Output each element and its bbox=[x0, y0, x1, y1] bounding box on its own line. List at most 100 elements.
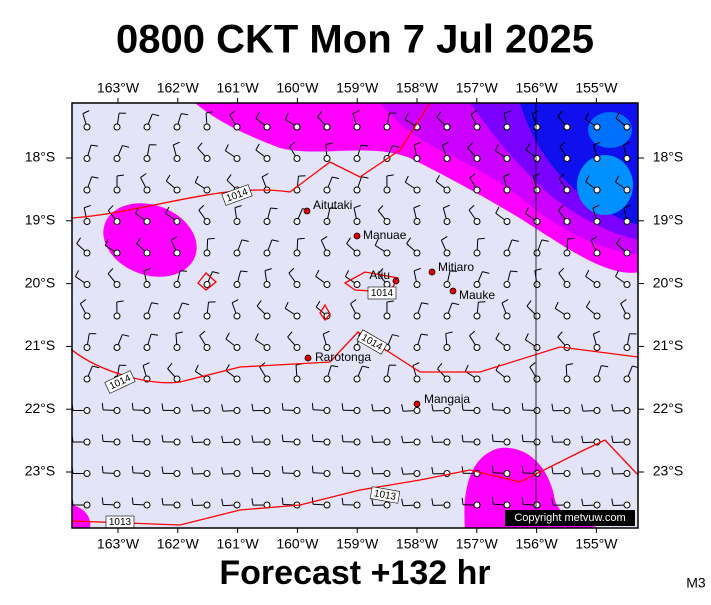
barb-station bbox=[564, 376, 570, 382]
barb-station bbox=[174, 439, 180, 445]
barb-station bbox=[414, 408, 420, 414]
barb-station bbox=[204, 376, 210, 382]
barb-flag bbox=[492, 497, 493, 504]
barb-station bbox=[414, 187, 420, 193]
barb-station bbox=[114, 471, 120, 477]
barb-station bbox=[234, 502, 240, 508]
barb-station bbox=[534, 250, 540, 256]
barb-station bbox=[294, 282, 300, 288]
barb-station bbox=[384, 376, 390, 382]
barb-station bbox=[234, 376, 240, 382]
barb-station bbox=[354, 439, 360, 445]
place-name: Aitutaki bbox=[313, 198, 352, 212]
copyright: Copyright metvuw.com bbox=[514, 512, 625, 524]
barb-station bbox=[234, 471, 240, 477]
barb-station bbox=[444, 502, 450, 508]
barb-station bbox=[114, 124, 120, 130]
barb-station bbox=[84, 313, 90, 319]
barb-station bbox=[474, 376, 480, 382]
barb-station bbox=[264, 439, 270, 445]
lon-label: 163°W bbox=[97, 536, 140, 552]
place-name: Manuae bbox=[363, 228, 407, 242]
barb-station bbox=[234, 282, 240, 288]
barb-station bbox=[324, 376, 330, 382]
lon-label: 163°W bbox=[97, 80, 140, 96]
barb-station bbox=[204, 219, 210, 225]
place-name: Mauke bbox=[459, 288, 495, 302]
barb-station bbox=[264, 219, 270, 225]
barb-station bbox=[414, 156, 420, 162]
map-code: M3 bbox=[686, 575, 706, 591]
lat-label: 22°S bbox=[653, 400, 684, 416]
barb-station bbox=[414, 376, 420, 382]
barb-station bbox=[324, 250, 330, 256]
place-name: Rarotonga bbox=[315, 350, 371, 364]
barb-station bbox=[114, 219, 120, 225]
barb-station bbox=[174, 156, 180, 162]
barb-station bbox=[294, 313, 300, 319]
lat-label: 23°S bbox=[653, 463, 684, 479]
barb-station bbox=[204, 471, 210, 477]
barb-station bbox=[474, 124, 480, 130]
isobar-label: 1013 bbox=[106, 516, 134, 528]
barb-station bbox=[84, 439, 90, 445]
barb-flag bbox=[102, 497, 103, 504]
barb-station bbox=[114, 408, 120, 414]
barb-station bbox=[294, 471, 300, 477]
barb-station bbox=[534, 439, 540, 445]
barb-station bbox=[624, 502, 630, 508]
barb-station bbox=[624, 345, 630, 351]
barb-station bbox=[564, 250, 570, 256]
barb-station bbox=[594, 502, 600, 508]
barb-station bbox=[504, 219, 510, 225]
place-marker bbox=[354, 233, 360, 239]
barb-station bbox=[84, 471, 90, 477]
barb-station bbox=[594, 282, 600, 288]
barb-station bbox=[444, 250, 450, 256]
barb-station bbox=[264, 313, 270, 319]
barb-flag bbox=[132, 403, 133, 410]
barb-flag bbox=[132, 466, 133, 473]
barb-station bbox=[384, 187, 390, 193]
barb-station bbox=[594, 156, 600, 162]
barb-station bbox=[144, 408, 150, 414]
barb-station bbox=[144, 219, 150, 225]
barb-station bbox=[444, 345, 450, 351]
barb-station bbox=[144, 502, 150, 508]
barb-station bbox=[114, 282, 120, 288]
barb-flag bbox=[312, 434, 313, 441]
barb-station bbox=[84, 156, 90, 162]
barb-station bbox=[114, 502, 120, 508]
barb-station bbox=[264, 250, 270, 256]
barb-flag bbox=[478, 238, 485, 239]
lon-label: 155°W bbox=[575, 80, 618, 96]
barb-station bbox=[414, 439, 420, 445]
barb-station bbox=[474, 408, 480, 414]
barb-flag bbox=[312, 466, 313, 473]
barb-station bbox=[534, 219, 540, 225]
barb-station bbox=[564, 313, 570, 319]
barb-station bbox=[204, 187, 210, 193]
barb-station bbox=[444, 376, 450, 382]
barb-station bbox=[414, 313, 420, 319]
barb-station bbox=[144, 439, 150, 445]
barb-station bbox=[624, 408, 630, 414]
lon-label: 159°W bbox=[336, 80, 379, 96]
barb-station bbox=[594, 250, 600, 256]
barb-station bbox=[144, 282, 150, 288]
barb-station bbox=[264, 408, 270, 414]
barb-station bbox=[234, 408, 240, 414]
barb-station bbox=[294, 345, 300, 351]
lon-label: 158°W bbox=[396, 80, 439, 96]
barb-station bbox=[354, 219, 360, 225]
barb-station bbox=[174, 250, 180, 256]
barb-station bbox=[84, 219, 90, 225]
barb-station bbox=[414, 282, 420, 288]
barb-station bbox=[414, 502, 420, 508]
barb-station bbox=[354, 376, 360, 382]
barb-station bbox=[504, 282, 510, 288]
barb-station bbox=[204, 408, 210, 414]
barb-station bbox=[264, 282, 270, 288]
barb-station bbox=[474, 156, 480, 162]
